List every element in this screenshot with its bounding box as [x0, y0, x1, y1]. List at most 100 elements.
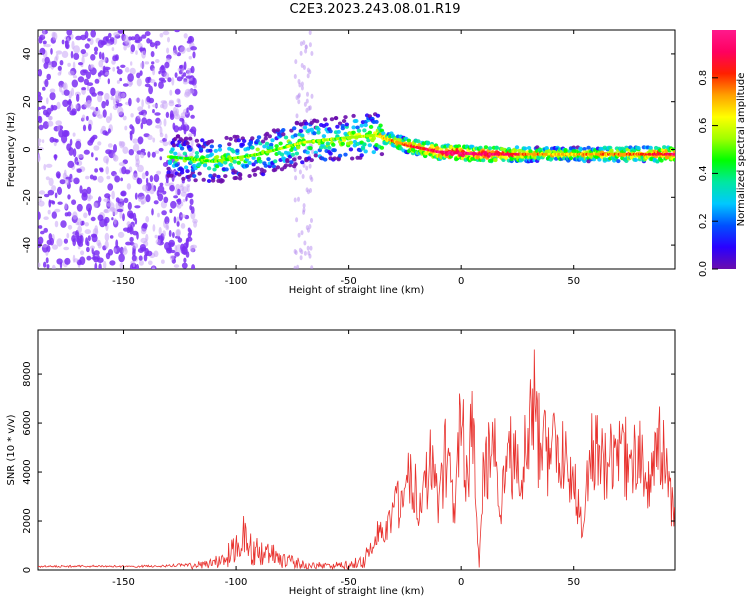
ridge-point — [659, 158, 664, 163]
y-tick-label: 0 — [22, 567, 33, 573]
ridge-point — [250, 145, 255, 150]
noise-point — [115, 197, 120, 203]
noise-point — [134, 205, 141, 209]
noise-point — [119, 262, 124, 269]
noise-point — [186, 67, 192, 76]
ridge-point — [316, 127, 321, 132]
noise-point — [104, 216, 110, 224]
noise-point — [120, 92, 126, 98]
spectrogram-axes: -150 -100 -50 0 50 -40 -20 0 20 40 — [22, 30, 675, 287]
noise-point — [181, 118, 185, 125]
noise-point — [192, 51, 196, 59]
noise-point — [147, 151, 151, 158]
noise-point — [110, 96, 114, 101]
ridge-point — [215, 164, 220, 169]
noise-point — [113, 144, 117, 153]
noise-point — [164, 72, 170, 79]
noise-point — [132, 173, 139, 181]
noise-point — [66, 143, 72, 151]
streak-point — [306, 73, 310, 79]
noise-point — [120, 141, 126, 148]
colorbar-gradient — [712, 30, 736, 269]
noise-point — [87, 139, 94, 146]
noise-point — [66, 232, 70, 239]
noise-point — [84, 229, 92, 235]
ridge-point — [362, 128, 367, 133]
noise-point — [152, 109, 155, 114]
x-tick-label: 0 — [458, 577, 464, 588]
noise-point — [173, 195, 179, 199]
noise-point — [106, 202, 112, 207]
ridge-point — [406, 138, 412, 143]
noise-point — [145, 177, 149, 184]
streak-point — [300, 249, 304, 255]
noise-point — [97, 141, 102, 146]
noise-point — [79, 256, 86, 266]
noise-point — [68, 70, 75, 76]
noise-point — [160, 100, 167, 104]
streak-point — [300, 63, 304, 68]
ridge-point — [343, 152, 348, 157]
noise-point — [153, 82, 157, 87]
ridge-point — [281, 132, 286, 137]
noise-point — [159, 156, 163, 161]
ridge-point — [289, 128, 294, 133]
noise-point — [80, 49, 87, 55]
noise-point — [141, 117, 147, 125]
ridge-point — [416, 139, 421, 144]
noise-point — [132, 242, 139, 249]
noise-point — [97, 257, 104, 264]
noise-point — [104, 208, 108, 213]
noise-point — [107, 249, 114, 256]
noise-point — [161, 259, 165, 264]
ridge-point — [269, 142, 274, 147]
noise-point — [112, 153, 117, 161]
ridge-point — [368, 124, 374, 129]
noise-point — [94, 51, 98, 55]
noise-point — [87, 197, 91, 202]
noise-point — [75, 140, 82, 150]
noise-point — [84, 43, 90, 49]
ridge-point — [239, 157, 244, 162]
ridge-point — [220, 178, 225, 183]
ridge-point — [636, 146, 641, 150]
snr-series-line — [38, 349, 675, 570]
ridge-point — [314, 119, 320, 124]
ridge-point — [296, 145, 301, 150]
noise-point — [93, 145, 100, 151]
noise-point — [148, 97, 155, 104]
noise-point — [106, 116, 111, 124]
streak-point — [295, 95, 299, 101]
noise-point — [163, 118, 167, 127]
ridge-point — [251, 155, 256, 160]
ridge-point — [212, 173, 217, 178]
streak-point — [296, 264, 300, 269]
noise-point — [69, 110, 77, 116]
ridge-point — [255, 166, 260, 171]
noise-point — [172, 106, 177, 115]
noise-point — [189, 198, 194, 205]
ridge-point — [335, 124, 340, 129]
ridge-point — [305, 150, 310, 155]
ridge-point — [359, 123, 364, 128]
ridge-point — [260, 172, 266, 177]
noise-point — [42, 86, 46, 91]
noise-point — [137, 115, 141, 119]
ridge-point — [329, 117, 335, 122]
noise-point — [169, 208, 173, 214]
noise-point — [62, 99, 69, 108]
ridge-point — [217, 144, 223, 148]
ridge-point — [188, 136, 193, 141]
ridge-point — [340, 141, 345, 146]
noise-point — [99, 168, 104, 173]
noise-point — [145, 170, 149, 177]
noise-point — [45, 257, 49, 264]
noise-point — [128, 149, 134, 156]
noise-point — [122, 83, 129, 87]
noise-point — [158, 147, 164, 152]
noise-point — [94, 225, 98, 234]
ridge-point — [363, 149, 368, 154]
noise-point — [177, 198, 182, 205]
streak-point — [301, 174, 305, 179]
noise-point — [46, 73, 51, 81]
